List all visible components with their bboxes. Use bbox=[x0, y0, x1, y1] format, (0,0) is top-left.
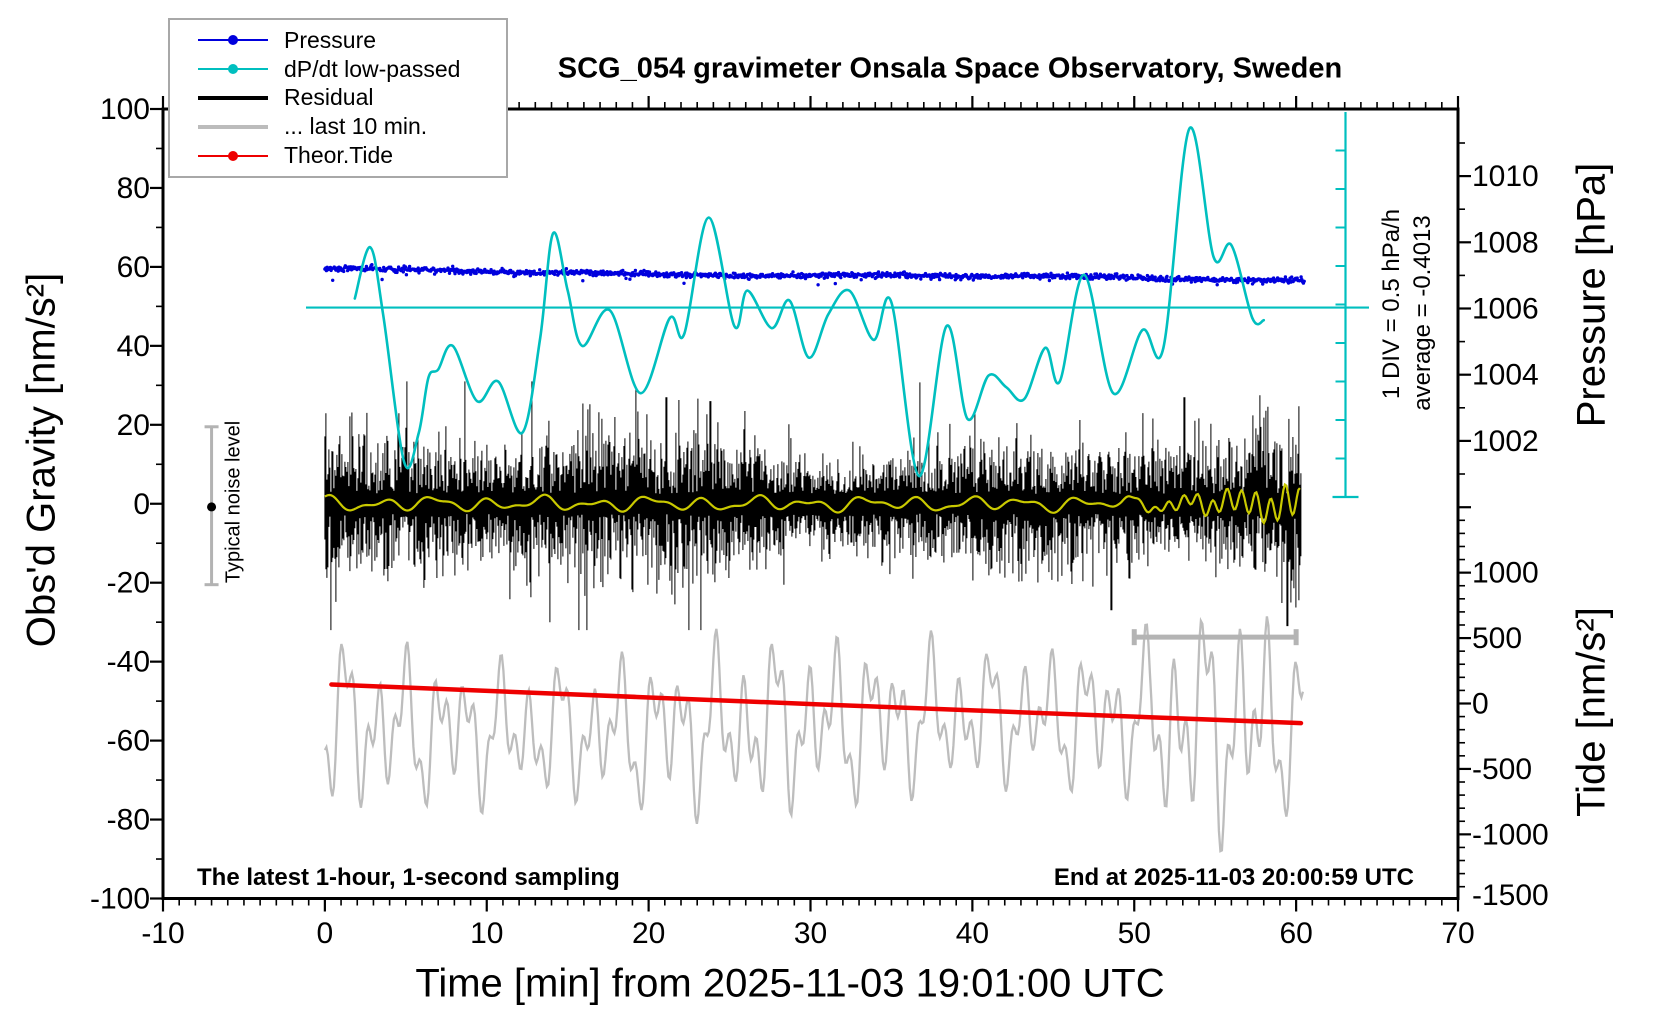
tick-label: -1000 bbox=[1472, 818, 1549, 851]
tick-label: 1000 bbox=[1472, 557, 1539, 590]
pressure-line-icon bbox=[198, 34, 268, 46]
tick-label: 50 bbox=[1118, 917, 1151, 950]
tick-label: -500 bbox=[1472, 753, 1532, 786]
tick-label: -1500 bbox=[1472, 879, 1549, 912]
tick-label: 1008 bbox=[1472, 226, 1539, 259]
tick-label: -20 bbox=[107, 567, 150, 600]
legend-item-dpdt: dP/dt low-passed bbox=[198, 55, 506, 83]
dpdt-line-icon bbox=[198, 63, 268, 75]
pressure-series bbox=[323, 263, 1306, 287]
end-time-label: End at 2025-11-03 20:00:59 UTC bbox=[1053, 864, 1414, 891]
tick-label: 60 bbox=[1279, 917, 1312, 950]
tick-label: 0 bbox=[1472, 688, 1489, 721]
tick-label: 0 bbox=[317, 917, 334, 950]
noise-bar-dot bbox=[207, 502, 217, 512]
theortide-line-icon bbox=[198, 150, 268, 162]
plot-frame bbox=[161, 107, 1460, 900]
tick-label: -80 bbox=[107, 804, 150, 837]
gravity-axis-title: Obs'd Gravity [nm/s²] bbox=[19, 272, 64, 648]
tick-label: 1010 bbox=[1472, 160, 1539, 193]
tick-label: 100 bbox=[100, 93, 150, 126]
tick-label: 60 bbox=[117, 251, 150, 284]
tick-label: 500 bbox=[1472, 622, 1522, 655]
legend-label: Theor.Tide bbox=[284, 142, 394, 169]
tick-label: 20 bbox=[632, 917, 665, 950]
tick-label: -60 bbox=[107, 725, 150, 758]
last10-line-icon bbox=[198, 121, 268, 133]
tick-label: 20 bbox=[117, 409, 150, 442]
tick-label: 80 bbox=[117, 172, 150, 205]
dpdt-div-scale-label: 1 DIV = 0.5 hPa/h bbox=[1378, 208, 1405, 400]
theor-tide-series bbox=[329, 682, 1304, 726]
page-title: SCG_054 gravimeter Onsala Space Observat… bbox=[557, 52, 1343, 85]
tick-label: 10 bbox=[470, 917, 503, 950]
pressure-axis-title: Pressure [hPa] bbox=[1569, 162, 1614, 428]
tick-label: 40 bbox=[117, 330, 150, 363]
tick-label: 1006 bbox=[1472, 293, 1539, 326]
typical-noise-label: Typical noise level bbox=[222, 420, 245, 584]
tick-label: 1002 bbox=[1472, 425, 1539, 458]
legend-label: Residual bbox=[284, 84, 374, 111]
tick-label: -40 bbox=[107, 646, 150, 679]
tick-label: 0 bbox=[133, 488, 150, 521]
legend-item-theortide: Theor.Tide bbox=[198, 142, 506, 170]
residual-line-icon bbox=[198, 92, 268, 104]
tick-label: 40 bbox=[956, 917, 989, 950]
tick-label: 30 bbox=[794, 917, 827, 950]
legend-label: Pressure bbox=[284, 26, 377, 53]
legend-item-pressure: Pressure bbox=[198, 26, 506, 54]
tick-label: 70 bbox=[1441, 917, 1474, 950]
legend-item-last10: ... last 10 min. bbox=[198, 113, 506, 141]
time-axis-title: Time [min] from 2025-11-03 19:01:00 UTC bbox=[415, 961, 1165, 1006]
legend-label: dP/dt low-passed bbox=[284, 55, 461, 82]
last10-series bbox=[323, 616, 1305, 853]
dpdt-lowpass-series bbox=[353, 126, 1266, 478]
tick-label: -10 bbox=[141, 917, 184, 950]
tide-axis-title: Tide [nm/s²] bbox=[1569, 607, 1614, 817]
legend-label: ... last 10 min. bbox=[284, 113, 428, 140]
legend-box: Pressure dP/dt low-passed Residual ... l… bbox=[168, 18, 508, 178]
dpdt-average-label: average = -0.4013 bbox=[1409, 215, 1436, 411]
tick-label: 1004 bbox=[1472, 359, 1539, 392]
residual-series bbox=[324, 381, 1302, 631]
legend-item-residual: Residual bbox=[198, 84, 506, 112]
tick-label: -100 bbox=[90, 883, 150, 916]
sampling-info-label: The latest 1-hour, 1-second sampling bbox=[197, 864, 620, 891]
residual-lowpass-series bbox=[324, 482, 1301, 526]
